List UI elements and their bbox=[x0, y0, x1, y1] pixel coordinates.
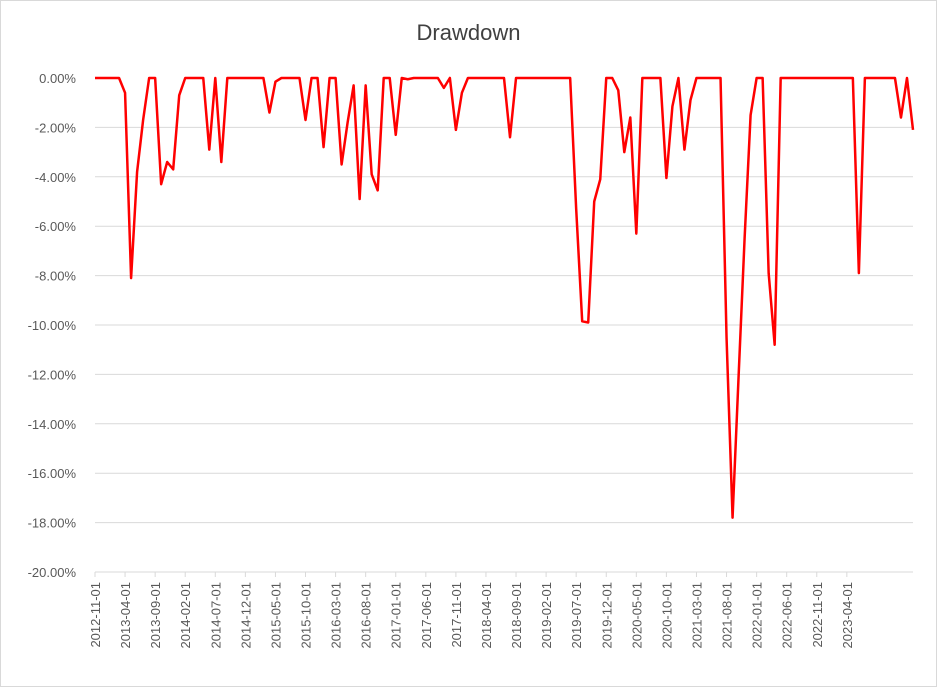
x-tick-label: 2021-03-01 bbox=[689, 582, 704, 649]
x-tick-label: 2020-05-01 bbox=[629, 582, 644, 649]
y-tick-label: -10.00% bbox=[28, 318, 77, 333]
x-tick-label: 2022-11-01 bbox=[810, 582, 825, 648]
x-tick-label: 2016-08-01 bbox=[359, 582, 374, 649]
x-tick-label: 2019-02-01 bbox=[539, 582, 554, 649]
x-tick-label: 2017-11-01 bbox=[449, 582, 464, 648]
x-tick-label: 2016-03-01 bbox=[329, 582, 344, 649]
y-tick-label: -2.00% bbox=[35, 120, 77, 135]
x-tick-label: 2012-11-01 bbox=[88, 582, 103, 648]
y-tick-label: -8.00% bbox=[35, 269, 77, 284]
drawdown-series-line bbox=[95, 76, 915, 519]
x-tick-label: 2023-04-01 bbox=[840, 582, 855, 649]
x-tick-label: 2020-10-01 bbox=[659, 582, 674, 649]
y-tick-label: -16.00% bbox=[28, 466, 77, 481]
x-tick-label: 2021-08-01 bbox=[720, 582, 735, 649]
x-tick-label: 2017-01-01 bbox=[389, 582, 404, 649]
x-tick-label: 2022-01-01 bbox=[750, 582, 765, 649]
x-tick-label: 2015-05-01 bbox=[268, 582, 283, 649]
x-tick-label: 2015-10-01 bbox=[299, 582, 314, 649]
x-tick-label: 2017-06-01 bbox=[419, 582, 434, 649]
x-tick-label: 2019-07-01 bbox=[569, 582, 584, 649]
x-tick-label: 2018-04-01 bbox=[479, 582, 494, 649]
x-tick-label: 2014-12-01 bbox=[238, 582, 253, 649]
y-tick-label: -18.00% bbox=[28, 516, 77, 531]
chart-title: Drawdown bbox=[416, 20, 521, 45]
y-tick-label: -6.00% bbox=[35, 219, 77, 234]
x-tick-label: 2018-09-01 bbox=[509, 582, 524, 649]
x-tick-label: 2022-06-01 bbox=[780, 582, 795, 649]
x-tick-label: 2014-02-01 bbox=[178, 582, 193, 649]
x-tick-label: 2013-09-01 bbox=[148, 582, 163, 649]
y-tick-label: 0.00% bbox=[39, 71, 76, 86]
y-tick-label: -12.00% bbox=[28, 367, 77, 382]
x-tick-label: 2013-04-01 bbox=[118, 582, 133, 649]
y-tick-label: -20.00% bbox=[28, 565, 77, 580]
x-tick-label: 2019-12-01 bbox=[599, 582, 614, 649]
x-tick-label: 2014-07-01 bbox=[208, 582, 223, 649]
y-tick-label: -4.00% bbox=[35, 170, 77, 185]
y-tick-label: -14.00% bbox=[28, 417, 77, 432]
